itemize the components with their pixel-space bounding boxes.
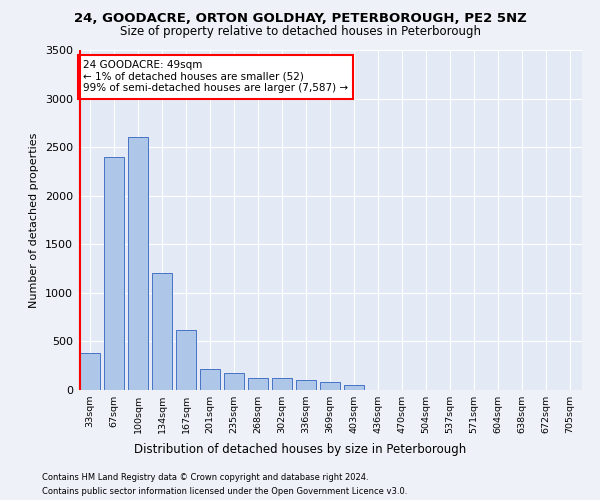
Text: Contains public sector information licensed under the Open Government Licence v3: Contains public sector information licen… <box>42 486 407 496</box>
Text: 24, GOODACRE, ORTON GOLDHAY, PETERBOROUGH, PE2 5NZ: 24, GOODACRE, ORTON GOLDHAY, PETERBOROUG… <box>74 12 526 26</box>
Bar <box>80 353 100 390</box>
Bar <box>104 157 124 390</box>
Bar <box>176 330 196 390</box>
Text: 24 GOODACRE: 49sqm
← 1% of detached houses are smaller (52)
99% of semi-detached: 24 GOODACRE: 49sqm ← 1% of detached hous… <box>83 60 348 94</box>
Y-axis label: Number of detached properties: Number of detached properties <box>29 132 40 308</box>
Bar <box>272 378 292 390</box>
Bar <box>296 380 316 390</box>
Text: Distribution of detached houses by size in Peterborough: Distribution of detached houses by size … <box>134 442 466 456</box>
Bar <box>224 372 244 390</box>
Bar <box>200 368 220 390</box>
Bar <box>128 138 148 390</box>
Bar <box>152 274 172 390</box>
Bar <box>320 382 340 390</box>
Text: Contains HM Land Registry data © Crown copyright and database right 2024.: Contains HM Land Registry data © Crown c… <box>42 472 368 482</box>
Text: Size of property relative to detached houses in Peterborough: Size of property relative to detached ho… <box>119 25 481 38</box>
Bar <box>248 378 268 390</box>
Bar <box>344 385 364 390</box>
